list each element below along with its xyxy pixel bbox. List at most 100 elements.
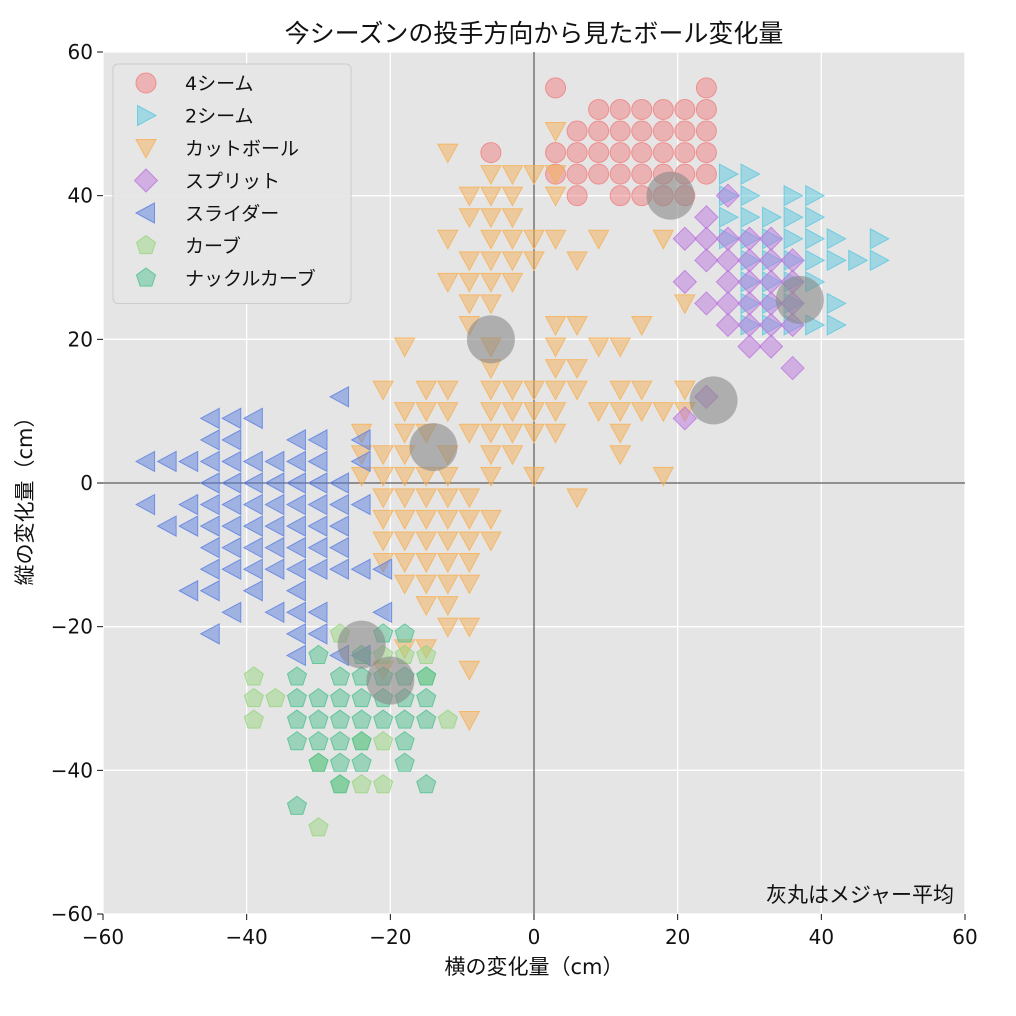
data-point xyxy=(848,249,869,272)
data-point xyxy=(544,229,567,250)
data-point xyxy=(501,380,524,401)
data-point xyxy=(587,337,610,358)
data-point xyxy=(243,687,264,708)
data-point xyxy=(415,509,438,530)
data-point xyxy=(523,423,545,444)
average-point xyxy=(366,656,415,705)
data-point xyxy=(135,493,156,516)
data-point xyxy=(393,553,416,574)
data-point xyxy=(587,229,610,250)
data-point xyxy=(372,509,394,530)
data-point xyxy=(436,509,459,530)
data-point xyxy=(243,666,264,686)
data-point xyxy=(826,249,847,272)
data-point xyxy=(501,402,524,423)
data-point xyxy=(329,709,351,729)
data-point xyxy=(501,272,524,293)
data-point xyxy=(695,77,717,99)
legend-label: 2シーム xyxy=(185,106,254,128)
data-point xyxy=(416,666,437,686)
data-point xyxy=(805,184,826,207)
data-point xyxy=(436,531,459,552)
data-point xyxy=(566,488,588,509)
data-point xyxy=(135,450,156,473)
data-point xyxy=(566,120,588,142)
data-point xyxy=(480,208,502,229)
data-point xyxy=(545,77,567,99)
x-axis-label: 横の変化量（cm） xyxy=(444,955,623,979)
data-point xyxy=(458,488,481,509)
tick-labels: −60 −40 −20 0 20 40 60 −60 −40 −20 0 20 40 60 xyxy=(51,40,978,949)
data-point xyxy=(328,472,350,494)
data-point xyxy=(609,402,632,423)
data-point xyxy=(372,488,394,509)
data-point xyxy=(308,730,329,751)
data-point xyxy=(436,402,459,423)
data-point xyxy=(436,488,459,509)
data-point xyxy=(242,515,263,537)
data-point xyxy=(458,294,481,315)
data-point xyxy=(458,553,481,574)
data-point xyxy=(480,165,502,186)
data-point xyxy=(630,380,653,401)
data-point xyxy=(286,687,308,708)
data-point xyxy=(415,553,438,574)
data-point xyxy=(458,711,481,732)
legend-label: スプリット xyxy=(185,171,280,193)
data-point xyxy=(480,272,502,293)
data-point xyxy=(544,122,567,143)
data-point xyxy=(221,536,242,559)
legend-marker xyxy=(135,234,157,255)
data-point xyxy=(329,774,351,794)
data-point xyxy=(630,315,653,337)
data-point xyxy=(436,272,459,293)
data-point xyxy=(286,730,308,751)
data-point xyxy=(715,312,741,338)
y-tick-label: 60 xyxy=(68,40,93,64)
data-point xyxy=(480,251,502,272)
data-point xyxy=(264,493,285,516)
data-point xyxy=(631,120,653,142)
data-point xyxy=(393,574,416,595)
data-point xyxy=(350,493,371,516)
data-point xyxy=(480,466,502,487)
data-point xyxy=(221,493,242,516)
series-4 xyxy=(135,385,393,667)
data-point xyxy=(672,226,698,251)
data-point xyxy=(285,472,306,494)
data-point xyxy=(588,98,610,120)
data-point xyxy=(609,337,632,358)
data-point xyxy=(351,730,372,751)
data-point xyxy=(351,687,372,708)
data-point xyxy=(285,623,306,645)
data-point xyxy=(285,644,306,667)
data-point xyxy=(737,334,762,359)
data-point xyxy=(480,229,502,250)
data-point xyxy=(307,472,328,494)
data-point xyxy=(523,165,545,186)
data-point xyxy=(285,493,306,516)
data-point xyxy=(436,617,459,638)
data-point xyxy=(436,574,459,595)
data-point xyxy=(329,752,351,772)
data-point xyxy=(588,120,610,142)
data-point xyxy=(523,251,545,272)
data-point xyxy=(609,185,631,207)
data-point xyxy=(416,644,437,664)
data-point xyxy=(307,493,328,516)
data-point xyxy=(609,163,631,185)
data-point xyxy=(221,450,242,473)
x-tick-label: −40 xyxy=(226,925,268,949)
annotation-note: 灰丸はメジャー平均 xyxy=(766,883,954,907)
y-tick-label: −20 xyxy=(51,615,93,639)
data-point xyxy=(544,380,567,401)
legend-marker xyxy=(133,168,159,193)
data-point xyxy=(695,120,717,142)
data-point xyxy=(286,709,308,729)
data-point xyxy=(480,186,502,207)
y-tick-label: 40 xyxy=(68,184,93,208)
data-point xyxy=(544,359,567,380)
data-point xyxy=(480,531,502,552)
data-point xyxy=(458,574,481,595)
data-point xyxy=(523,402,545,423)
